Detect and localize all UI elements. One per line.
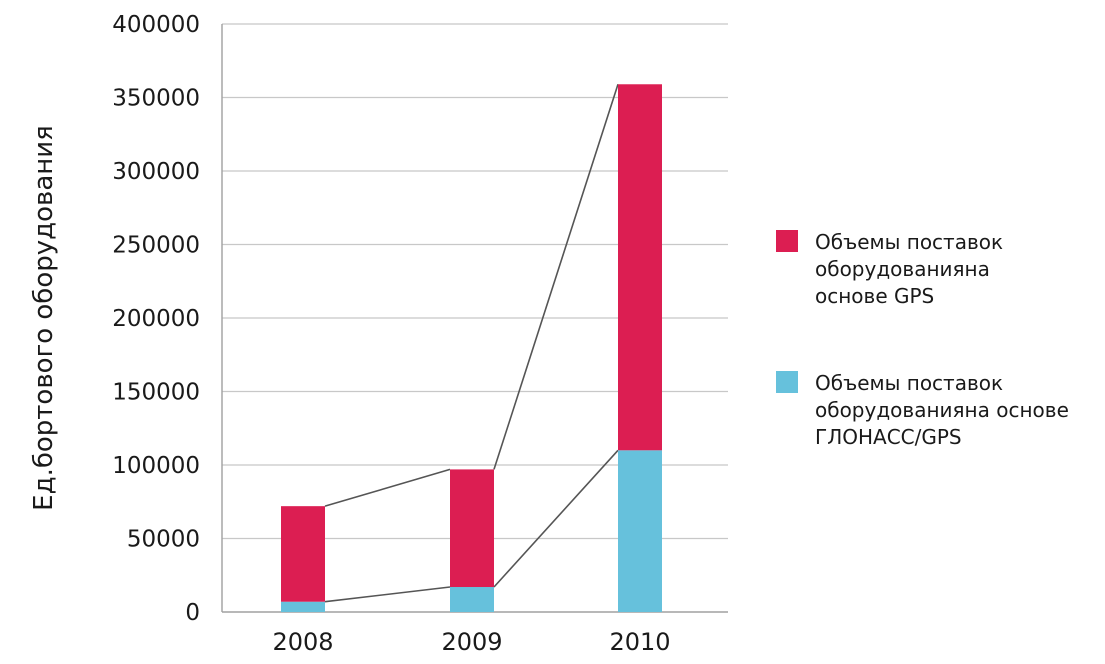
legend-label-line: оборудованияна основе [815, 398, 1069, 422]
connector-lines [324, 84, 619, 603]
legend-swatch-series-0 [776, 371, 798, 393]
y-tick-label: 250000 [112, 233, 200, 259]
legend-label-line: ГЛОНАСС/GPS [815, 425, 962, 449]
connector-line-series-0-0 [324, 586, 451, 603]
y-axis-label: Ед.бортового оборудования [29, 125, 59, 511]
y-tick-label: 50000 [127, 527, 200, 553]
legend-swatch-series-1 [776, 230, 798, 252]
y-tick-label: 350000 [112, 86, 200, 112]
connector-line-series-0-1 [493, 449, 619, 588]
bar-segment-2010-series-1 [618, 84, 662, 451]
y-tick-label: 300000 [112, 159, 200, 185]
x-tick-label: 2010 [609, 628, 670, 656]
bar-segment-2009-series-0 [450, 587, 494, 612]
x-tick-label: 2008 [272, 628, 333, 656]
legend-label-line: Объемы поставок [815, 230, 1003, 254]
bar-segment-2009-series-1 [450, 469, 494, 588]
y-tick-label: 150000 [112, 380, 200, 406]
bars [281, 84, 662, 612]
y-tick-label: 100000 [112, 453, 200, 479]
x-tick-label: 2009 [441, 628, 502, 656]
legend-label-line: основе GPS [815, 284, 934, 308]
connector-line-series-1-1 [493, 84, 619, 470]
x-tick-labels: 2008 2009 2010 [272, 628, 670, 656]
bar-segment-2008-series-1 [281, 506, 325, 602]
legend-label-line: Объемы поставок [815, 371, 1003, 395]
y-tick-label: 0 [185, 600, 200, 626]
bar-segment-2010-series-0 [618, 450, 662, 612]
y-tick-label: 400000 [112, 12, 200, 38]
y-tick-labels: 0 50000 100000 150000 200000 250000 300000 3500… [112, 12, 200, 626]
legend: Объемы поставок оборудованияна основе GPS О… [776, 230, 1069, 449]
bar-segment-2008-series-0 [281, 601, 325, 612]
legend-label-line: оборудованияна [815, 257, 990, 281]
connector-line-series-1-0 [324, 468, 451, 507]
y-tick-label: 200000 [112, 306, 200, 332]
